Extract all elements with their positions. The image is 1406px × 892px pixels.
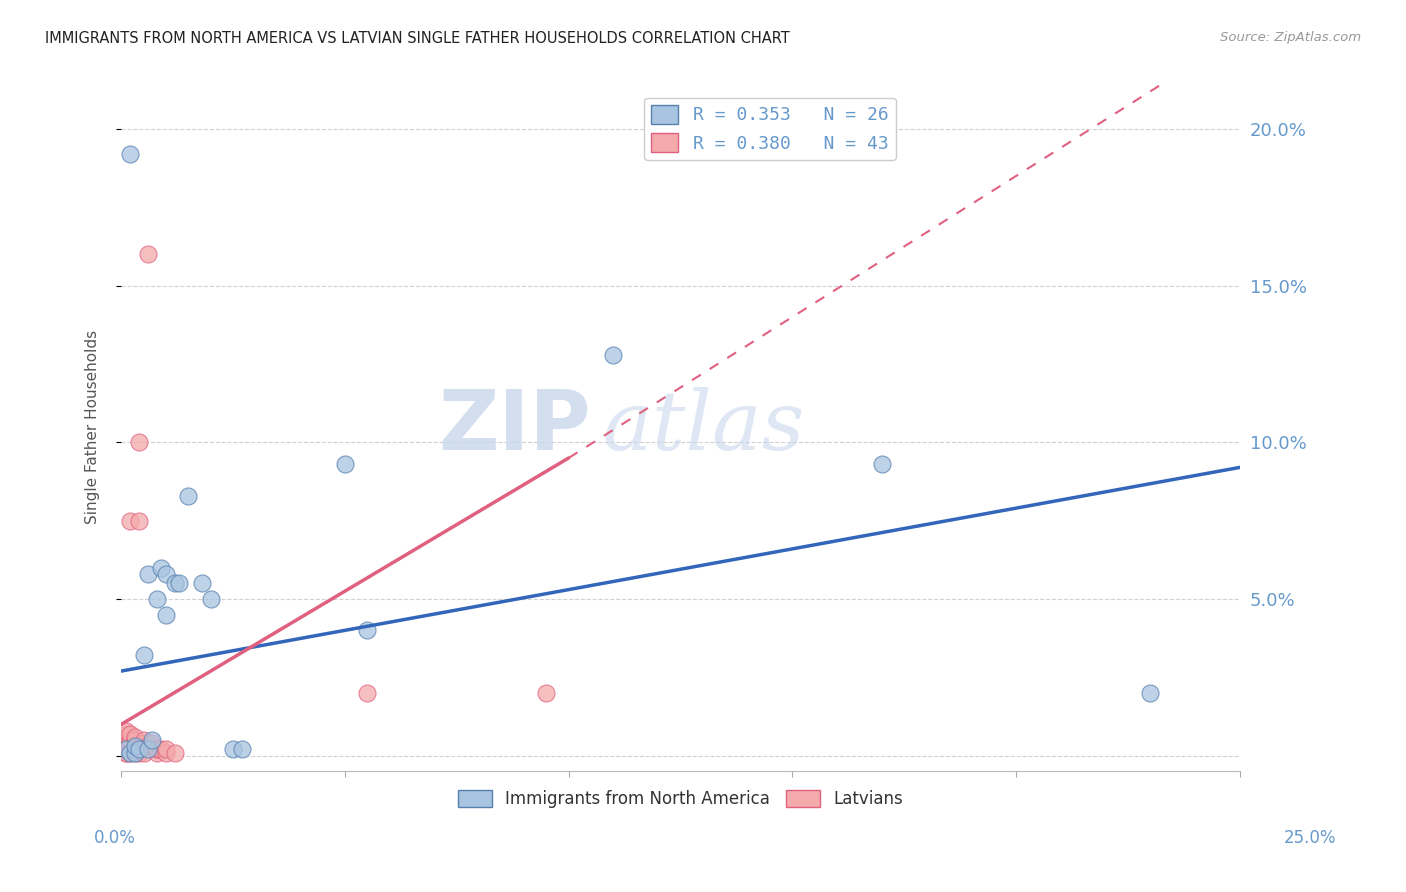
Point	[124, 736, 146, 750]
Point	[124, 746, 146, 760]
Point	[333, 457, 356, 471]
Point	[146, 592, 169, 607]
Text: 25.0%: 25.0%	[1284, 829, 1337, 847]
Point	[120, 733, 142, 747]
Point	[150, 742, 173, 756]
Text: ZIP: ZIP	[439, 386, 591, 467]
Point	[120, 739, 142, 754]
Point	[114, 746, 136, 760]
Point	[128, 746, 150, 760]
Point	[114, 723, 136, 738]
Point	[132, 746, 155, 760]
Point	[136, 247, 159, 261]
Point	[141, 739, 163, 754]
Point	[146, 742, 169, 756]
Y-axis label: Single Father Households: Single Father Households	[86, 329, 100, 524]
Point	[114, 746, 136, 760]
Point	[356, 686, 378, 700]
Point	[870, 457, 893, 471]
Point	[150, 560, 173, 574]
Point	[114, 742, 136, 756]
Point	[120, 736, 142, 750]
Point	[124, 746, 146, 760]
Point	[128, 742, 150, 756]
Point	[124, 739, 146, 754]
Point	[128, 514, 150, 528]
Point	[132, 733, 155, 747]
Point	[114, 742, 136, 756]
Point	[136, 742, 159, 756]
Text: atlas: atlas	[602, 386, 804, 467]
Point	[124, 730, 146, 744]
Point	[124, 739, 146, 754]
Point	[114, 739, 136, 754]
Point	[356, 624, 378, 638]
Point	[141, 736, 163, 750]
Point	[114, 730, 136, 744]
Point	[136, 739, 159, 754]
Point	[128, 739, 150, 754]
Point	[169, 576, 191, 591]
Text: IMMIGRANTS FROM NORTH AMERICA VS LATVIAN SINGLE FATHER HOUSEHOLDS CORRELATION CH: IMMIGRANTS FROM NORTH AMERICA VS LATVIAN…	[45, 31, 790, 46]
Point	[128, 435, 150, 450]
Point	[120, 739, 142, 754]
Point	[190, 576, 212, 591]
Point	[124, 733, 146, 747]
Point	[163, 576, 186, 591]
Point	[1139, 686, 1161, 700]
Point	[114, 736, 136, 750]
Point	[602, 347, 624, 361]
Text: Source: ZipAtlas.com: Source: ZipAtlas.com	[1220, 31, 1361, 45]
Point	[155, 566, 177, 581]
Point	[155, 607, 177, 622]
Point	[114, 733, 136, 747]
Point	[120, 514, 142, 528]
Point	[120, 147, 142, 161]
Point	[120, 746, 142, 760]
Legend: Immigrants from North America, Latvians: Immigrants from North America, Latvians	[451, 783, 910, 814]
Point	[114, 727, 136, 741]
Point	[120, 727, 142, 741]
Text: 0.0%: 0.0%	[94, 829, 136, 847]
Point	[200, 592, 222, 607]
Point	[146, 746, 169, 760]
Point	[141, 733, 163, 747]
Point	[155, 742, 177, 756]
Point	[155, 746, 177, 760]
Point	[222, 742, 245, 756]
Point	[136, 566, 159, 581]
Point	[231, 742, 253, 756]
Point	[132, 736, 155, 750]
Point	[114, 736, 136, 750]
Point	[163, 746, 186, 760]
Point	[132, 648, 155, 663]
Point	[536, 686, 558, 700]
Point	[146, 742, 169, 756]
Point	[124, 733, 146, 747]
Point	[120, 746, 142, 760]
Point	[177, 489, 200, 503]
